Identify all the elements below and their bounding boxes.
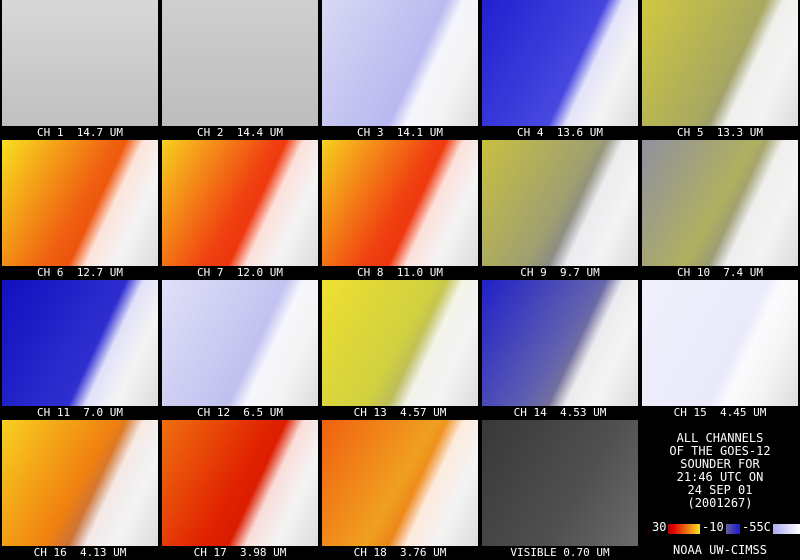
channel-panel: CH 17 3.98 UM bbox=[160, 420, 320, 560]
channel-label: CH 8 11.0 UM bbox=[356, 266, 444, 279]
satellite-image bbox=[482, 140, 638, 266]
cloud-band bbox=[482, 140, 638, 266]
cloud-band bbox=[642, 280, 798, 406]
channel-label: CH 15 4.45 UM bbox=[673, 406, 767, 419]
channel-label: VISIBLE 0.70 UM bbox=[510, 546, 610, 559]
info-line: 21:46 UTC ON bbox=[676, 470, 764, 484]
scale-label: -10 bbox=[700, 520, 726, 534]
channel-label: CH 11 7.0 UM bbox=[36, 406, 124, 419]
satellite-image bbox=[482, 0, 638, 126]
satellite-image bbox=[322, 280, 478, 406]
cloud-band bbox=[642, 0, 798, 126]
cloud-band bbox=[2, 280, 158, 406]
satellite-image bbox=[2, 140, 158, 266]
channel-label: CH 3 14.1 UM bbox=[356, 126, 444, 139]
channel-label: CH 13 4.57 UM bbox=[353, 406, 447, 419]
channel-label: CH 17 3.98 UM bbox=[193, 546, 287, 559]
satellite-image bbox=[642, 140, 798, 266]
satellite-image bbox=[162, 0, 318, 126]
scale-label: -55C bbox=[740, 520, 773, 534]
channel-panel: CH 13 4.57 UM bbox=[320, 280, 480, 420]
info-line: 24 SEP 01 bbox=[687, 483, 753, 497]
channel-panel: CH 10 7.4 UM bbox=[640, 140, 800, 280]
channel-panel: CH 12 6.5 UM bbox=[160, 280, 320, 420]
channel-panel: CH 7 12.0 UM bbox=[160, 140, 320, 280]
satellite-image bbox=[162, 420, 318, 546]
channel-label: CH 16 4.13 UM bbox=[33, 546, 127, 559]
cloud-band bbox=[482, 280, 638, 406]
cloud-band bbox=[2, 140, 158, 266]
channel-panel: CH 1 14.7 UM bbox=[0, 0, 160, 140]
satellite-image bbox=[2, 420, 158, 546]
info-line: OF THE GOES-12 bbox=[669, 444, 771, 458]
channel-label: CH 10 7.4 UM bbox=[676, 266, 764, 279]
channel-panel: VISIBLE 0.70 UM bbox=[480, 420, 640, 560]
satellite-image bbox=[2, 0, 158, 126]
channel-label: CH 7 12.0 UM bbox=[196, 266, 284, 279]
channel-panel: CH 18 3.76 UM bbox=[320, 420, 480, 560]
satellite-image bbox=[642, 280, 798, 406]
satellite-image bbox=[482, 280, 638, 406]
cloud-band bbox=[482, 0, 638, 126]
cloud-band bbox=[2, 420, 158, 546]
cloud-band bbox=[322, 420, 478, 546]
channel-label: CH 2 14.4 UM bbox=[196, 126, 284, 139]
satellite-image bbox=[162, 280, 318, 406]
channel-label: CH 14 4.53 UM bbox=[513, 406, 607, 419]
channel-panel: CH 9 9.7 UM bbox=[480, 140, 640, 280]
channel-panel: CH 11 7.0 UM bbox=[0, 280, 160, 420]
info-line: (2001267) bbox=[687, 496, 753, 510]
satellite-image bbox=[322, 0, 478, 126]
satellite-image bbox=[642, 0, 798, 126]
satellite-image bbox=[162, 140, 318, 266]
info-line: SOUNDER FOR bbox=[680, 457, 760, 471]
channel-panel: CH 5 13.3 UM bbox=[640, 0, 800, 140]
channel-panel: CH 6 12.7 UM bbox=[0, 140, 160, 280]
channel-panel: CH 3 14.1 UM bbox=[320, 0, 480, 140]
channel-panel: CH 15 4.45 UM bbox=[640, 280, 800, 420]
channel-label: CH 6 12.7 UM bbox=[36, 266, 124, 279]
cloud-band bbox=[322, 280, 478, 406]
info-line: ALL CHANNELS bbox=[676, 431, 764, 445]
channel-panel: CH 14 4.53 UM bbox=[480, 280, 640, 420]
credit: NOAA UW-CIMSS bbox=[673, 543, 767, 557]
channel-label: CH 1 14.7 UM bbox=[36, 126, 124, 139]
cloud-band bbox=[162, 140, 318, 266]
channel-panel: CH 16 4.13 UM bbox=[0, 420, 160, 560]
channel-label: CH 5 13.3 UM bbox=[676, 126, 764, 139]
cloud-band bbox=[642, 140, 798, 266]
channel-label: CH 12 6.5 UM bbox=[196, 406, 284, 419]
satellite-image bbox=[322, 420, 478, 546]
cloud-band bbox=[162, 420, 318, 546]
channel-label: CH 18 3.76 UM bbox=[353, 546, 447, 559]
cloud-band bbox=[322, 0, 478, 126]
scale-label: 30 bbox=[650, 520, 669, 534]
channel-label: CH 4 13.6 UM bbox=[516, 126, 604, 139]
channel-panel: CH 2 14.4 UM bbox=[160, 0, 320, 140]
satellite-image bbox=[322, 140, 478, 266]
cloud-band bbox=[162, 280, 318, 406]
cloud-band bbox=[322, 140, 478, 266]
satellite-image bbox=[482, 420, 638, 546]
channel-panel: CH 8 11.0 UM bbox=[320, 140, 480, 280]
satellite-image bbox=[2, 280, 158, 406]
channel-label: CH 9 9.7 UM bbox=[520, 266, 600, 279]
channel-panel: CH 4 13.6 UM bbox=[480, 0, 640, 140]
